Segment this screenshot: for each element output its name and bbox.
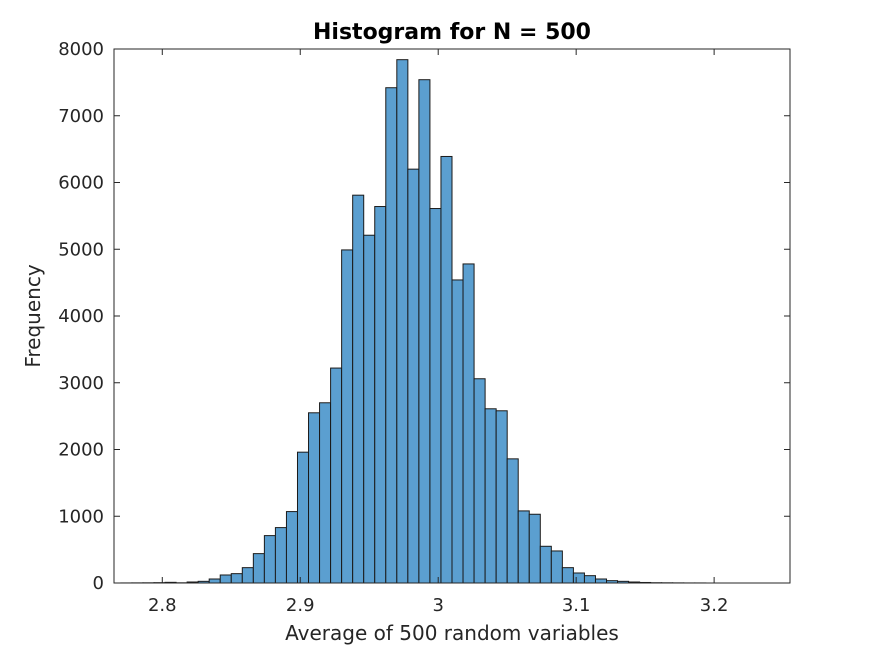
x-tick-label: 2.8 bbox=[148, 595, 177, 616]
y-tick-label: 5000 bbox=[58, 239, 104, 260]
histogram-bar bbox=[308, 412, 321, 584]
histogram-bar bbox=[528, 513, 541, 584]
x-tick-label: 3.2 bbox=[700, 595, 729, 616]
y-tick-label: 1000 bbox=[58, 506, 104, 527]
histogram-bar bbox=[583, 575, 596, 584]
histogram-bar bbox=[561, 567, 574, 584]
y-tick-label: 4000 bbox=[58, 306, 104, 327]
histogram-bar bbox=[506, 458, 519, 584]
chart-title: Histogram for N = 500 bbox=[313, 20, 591, 45]
histogram-bar bbox=[241, 567, 254, 584]
histogram-bar bbox=[407, 168, 420, 584]
y-ticks-group: 0 1000 2000 3000 4000 5000 6000 7000 8000 bbox=[58, 39, 790, 594]
y-tick-label: 8000 bbox=[58, 39, 104, 60]
histogram-bar bbox=[473, 378, 486, 584]
y-tick-label: 0 bbox=[93, 573, 104, 594]
histogram-bar bbox=[484, 408, 497, 584]
y-tick-label: 2000 bbox=[58, 440, 104, 461]
histogram-bar bbox=[462, 263, 475, 584]
histogram-bar bbox=[252, 553, 265, 584]
histogram-bar bbox=[539, 545, 552, 584]
x-ticks-group: 2.8 2.9 3 3.1 3.2 bbox=[148, 49, 728, 616]
histogram-bar bbox=[374, 206, 387, 584]
histogram-bar bbox=[451, 279, 464, 584]
histogram-bar bbox=[495, 410, 508, 584]
x-axis-label: Average of 500 random variables bbox=[285, 621, 619, 645]
y-tick-label: 7000 bbox=[58, 106, 104, 127]
histogram-bar bbox=[385, 87, 398, 584]
histogram-bar bbox=[219, 574, 232, 584]
histogram-bar bbox=[429, 208, 442, 584]
histogram-bar bbox=[517, 510, 530, 584]
histogram-bar bbox=[285, 511, 298, 584]
y-tick-label: 3000 bbox=[58, 373, 104, 394]
histogram-bar bbox=[341, 249, 354, 584]
histogram-bar bbox=[274, 527, 287, 584]
histogram-bar bbox=[572, 572, 585, 584]
histogram-bar bbox=[263, 535, 276, 584]
histogram-bar bbox=[396, 59, 409, 584]
histogram-bar bbox=[352, 194, 365, 584]
y-tick-label: 6000 bbox=[58, 173, 104, 194]
histogram-bar bbox=[208, 578, 221, 584]
histogram-bar bbox=[330, 367, 343, 584]
x-tick-label: 3 bbox=[432, 595, 443, 616]
histogram-bar bbox=[440, 155, 453, 584]
histogram-bar bbox=[319, 402, 332, 584]
histogram-bar bbox=[418, 79, 431, 584]
histogram-bar bbox=[594, 578, 608, 584]
histogram-bar bbox=[363, 234, 376, 584]
bars-group bbox=[120, 59, 707, 584]
x-tick-label: 3.1 bbox=[562, 595, 591, 616]
histogram-bar bbox=[230, 573, 243, 584]
x-tick-label: 2.9 bbox=[286, 595, 315, 616]
histogram-bar bbox=[550, 550, 563, 584]
histogram-bar bbox=[296, 451, 310, 584]
y-axis-label: Frequency bbox=[21, 264, 45, 367]
